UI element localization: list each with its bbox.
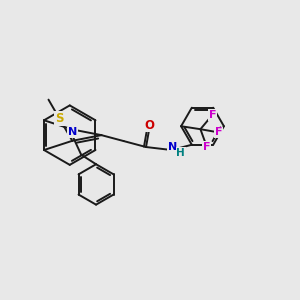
Text: F: F — [208, 110, 216, 120]
Text: N: N — [168, 142, 177, 152]
Text: F: F — [215, 128, 222, 137]
Text: H: H — [176, 148, 185, 158]
Text: S: S — [56, 112, 64, 125]
Text: O: O — [145, 118, 154, 132]
Text: N: N — [68, 128, 77, 137]
Text: F: F — [203, 142, 211, 152]
